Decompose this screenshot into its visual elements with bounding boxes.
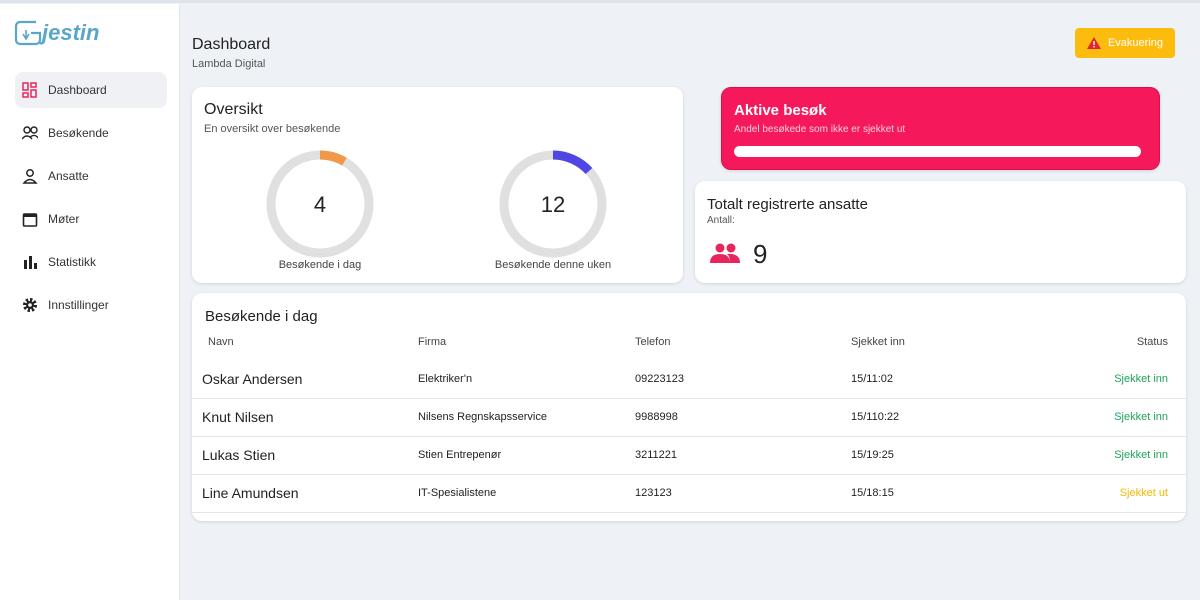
nav-icon	[24, 256, 37, 269]
logo-icon	[14, 20, 42, 46]
nav-label: Statistikk	[48, 255, 97, 269]
cell: IT-Spesialistene	[418, 487, 497, 499]
nav-label: Ansatte	[48, 169, 89, 183]
column-header: Sjekket inn	[851, 336, 905, 348]
cell: 15/18:15	[851, 487, 894, 499]
page-subtitle: Lambda Digital	[192, 58, 266, 70]
stat-label: Besøkende i dag	[278, 259, 362, 271]
nav-item[interactable]: Ansatte	[15, 158, 167, 194]
status: Sjekket inn	[1114, 411, 1168, 423]
nav-icon	[22, 126, 38, 140]
page-title: Dashboard	[192, 36, 271, 53]
logo-text: jestin	[42, 20, 100, 45]
cell: 9988998	[635, 411, 678, 423]
nav-label: Innstillinger	[48, 298, 109, 312]
nav-item[interactable]: Møter	[15, 201, 167, 237]
nav-item[interactable]: Dashboard	[15, 72, 167, 108]
column-header: Navn	[208, 336, 234, 348]
table-row: Lukas Stien Stien Entrepenør 3211221 15/19:…	[192, 437, 1186, 475]
cell: Elektriker'n	[418, 373, 473, 385]
cell: 09223123	[635, 373, 684, 385]
status: Sjekket inn	[1114, 449, 1168, 461]
card-label: Antall:	[707, 215, 735, 226]
donuts	[266, 150, 607, 258]
overview-card: Oversikt En oversikt over besøkende 4 Be…	[192, 87, 683, 283]
nav-item[interactable]: Besøkende	[15, 115, 167, 151]
ring-arc	[319, 150, 347, 166]
nav-icon	[22, 82, 37, 98]
sidebar: jestin Dashboard Besøkende Ansatte Møter Sta…	[0, 4, 180, 600]
nav-item[interactable]: Innstillinger	[15, 287, 167, 323]
cell: 15/11:02	[851, 373, 894, 385]
visitors-table: Besøkende i dag Navn Firma Telefon Sjekket …	[192, 293, 1186, 521]
nav-label: Besøkende	[48, 126, 109, 140]
people-icon	[710, 243, 740, 263]
cell: 3211221	[635, 449, 678, 461]
card-subtitle: En oversikt over besøkende	[204, 123, 341, 135]
cell: 123123	[635, 487, 672, 499]
top-border	[0, 0, 1200, 3]
table-row: Oskar Andersen Elektriker'n 09223123 15/11:…	[192, 361, 1186, 399]
status: Sjekket inn	[1114, 373, 1168, 385]
card-title: Totalt registrerte ansatte	[707, 196, 868, 213]
warning-icon	[1086, 37, 1101, 49]
nav-icon	[22, 169, 38, 184]
table-title: Besøkende i dag	[205, 308, 318, 325]
nav-label: Møter	[48, 212, 80, 226]
cell: Stien Entrepenør	[418, 449, 502, 461]
button-label: Evakuering	[1107, 37, 1164, 49]
table-row: Line Amundsen IT-Spesialistene 123123 15/18…	[192, 475, 1186, 513]
cell: Line Amundsen	[202, 485, 299, 501]
cell: 15/110:22	[851, 411, 900, 423]
ring-arc	[552, 150, 593, 175]
cell: 15/19:25	[851, 449, 894, 461]
progress-bar	[734, 146, 1141, 157]
nav-label: Dashboard	[48, 83, 107, 97]
employees-card: Totalt registrerte ansatte Antall: 9	[695, 181, 1186, 283]
employee-count: 9	[753, 239, 768, 269]
status: Sjekket ut	[1119, 487, 1168, 499]
ring	[266, 150, 374, 258]
cell: Nilsens Regnskapsservice	[418, 411, 547, 423]
stat-value: 12	[540, 192, 566, 217]
nav-icon	[22, 213, 38, 227]
card-title: Aktive besøk	[734, 102, 827, 119]
card-subtitle: Andel besøkede som ikke er sjekket ut	[734, 124, 906, 135]
active-card: Aktive besøk Andel besøkede som ikke er …	[721, 87, 1160, 170]
column-header: Firma	[418, 336, 447, 348]
column-header: Telefon	[635, 336, 671, 348]
nav-icon	[23, 298, 37, 312]
card-title: Oversikt	[204, 101, 263, 118]
stat-label: Besøkende denne uken	[494, 259, 612, 271]
stat-value: 4	[313, 192, 327, 217]
cell: Lukas Stien	[202, 447, 276, 463]
column-header: Status	[1136, 336, 1168, 348]
evacuation-button[interactable]: Evakuering	[1075, 28, 1175, 58]
cell: Oskar Andersen	[202, 371, 303, 387]
table-row: Knut Nilsen Nilsens Regnskapsservice 99889…	[192, 399, 1186, 437]
nav-item[interactable]: Statistikk	[15, 244, 167, 280]
cell: Knut Nilsen	[202, 409, 274, 425]
